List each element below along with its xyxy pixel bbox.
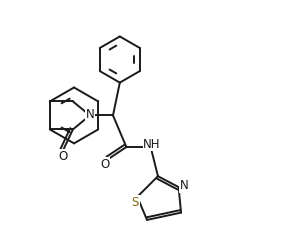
Text: O: O bbox=[58, 150, 68, 163]
Text: O: O bbox=[101, 157, 110, 171]
Text: S: S bbox=[132, 196, 139, 209]
Text: N: N bbox=[180, 179, 188, 192]
Text: N: N bbox=[86, 108, 94, 121]
Text: NH: NH bbox=[143, 138, 161, 151]
